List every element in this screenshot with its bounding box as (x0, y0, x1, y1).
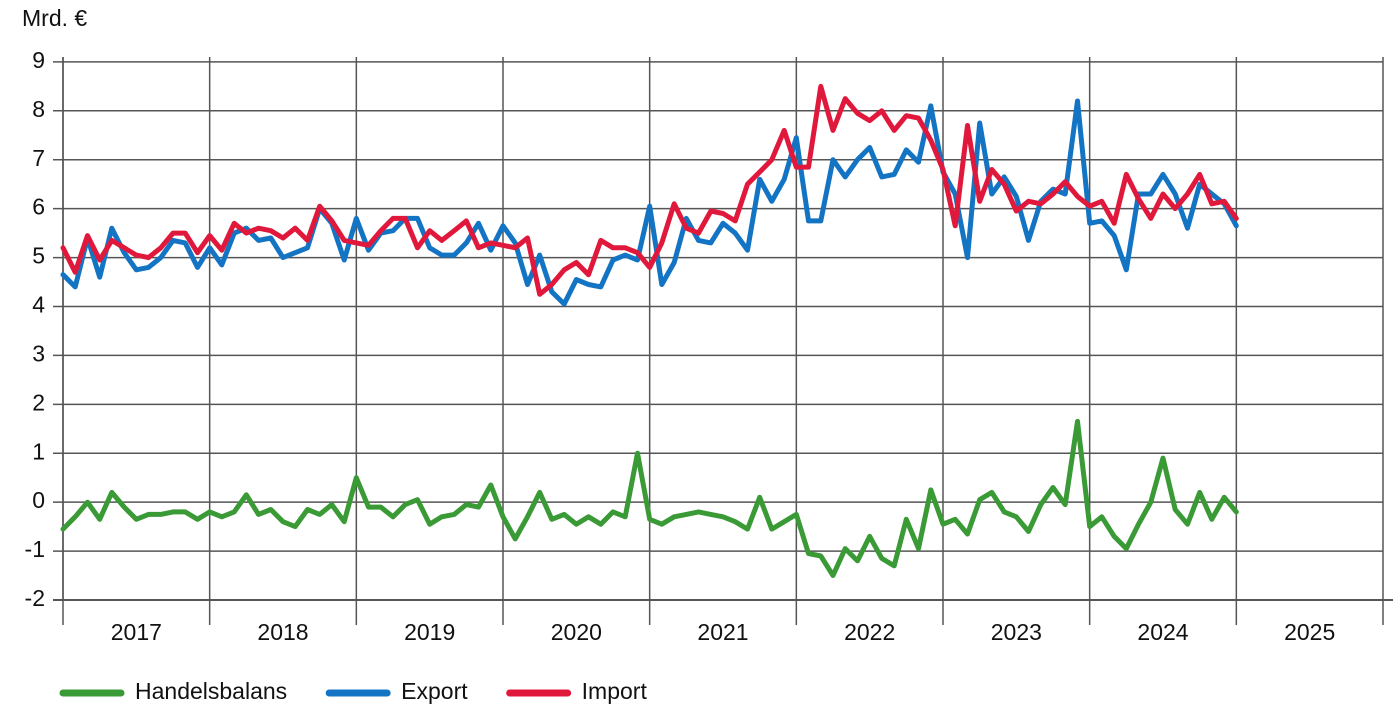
y-tick-label: 2 (32, 389, 45, 415)
x-tick-label: 2021 (697, 619, 748, 645)
x-tick-label: 2017 (111, 619, 162, 645)
x-tick-label: 2025 (1284, 619, 1335, 645)
x-tick-label: 2024 (1137, 619, 1188, 645)
y-tick-label: 4 (32, 292, 45, 318)
y-tick-label: 5 (32, 243, 45, 269)
legend-label: Export (401, 678, 468, 704)
x-tick-label: 2018 (257, 619, 308, 645)
x-tick-label: 2020 (551, 619, 602, 645)
y-tick-label: 0 (32, 487, 45, 513)
legend-label: Import (582, 678, 648, 704)
legend-label: Handelsbalans (135, 678, 287, 704)
y-tick-label: -2 (25, 585, 45, 611)
y-tick-label: 6 (32, 194, 45, 220)
y-tick-label: 9 (32, 47, 45, 73)
y-tick-label: 3 (32, 340, 45, 366)
series-line (60, 83, 1239, 297)
x-tick-label: 2022 (844, 619, 895, 645)
y-tick-label: 1 (32, 438, 45, 464)
x-tick-label: 2019 (404, 619, 455, 645)
x-tick-label: 2023 (991, 619, 1042, 645)
y-axis-label: Mrd. € (22, 5, 87, 31)
series-line (60, 418, 1239, 578)
y-tick-label: 8 (32, 96, 45, 122)
y-tick-label: 7 (32, 145, 45, 171)
y-tick-label: -1 (25, 536, 45, 562)
